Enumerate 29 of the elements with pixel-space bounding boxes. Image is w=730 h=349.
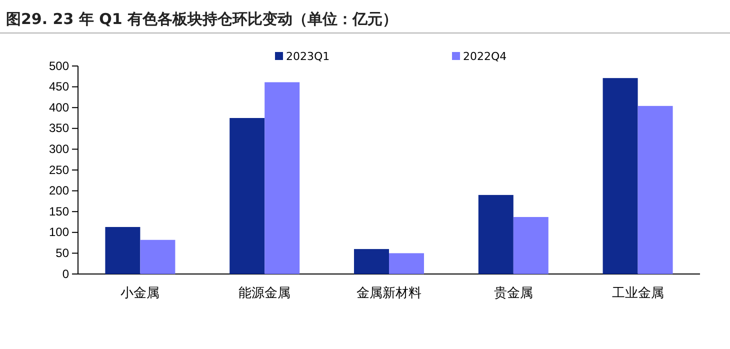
x-tick-label: 贵金属 — [494, 285, 533, 300]
y-tick-label: 50 — [56, 246, 70, 260]
y-tick-label: 450 — [48, 80, 70, 94]
y-tick-label: 100 — [48, 225, 70, 240]
y-tick-label: 300 — [48, 142, 70, 156]
y-tick-label: 150 — [48, 204, 70, 218]
y-tick-label: 350 — [48, 121, 70, 136]
y-tick-label: 400 — [48, 100, 70, 114]
bar — [264, 82, 300, 274]
x-tick-label: 金属新材料 — [356, 285, 422, 300]
bar — [478, 194, 514, 274]
y-tick-label: 200 — [48, 184, 70, 198]
bar — [389, 253, 424, 274]
x-tick-label: 工业金属 — [612, 285, 664, 300]
chart-title: 图29. 23 年 Q1 有色各板块持仓环比变动（单位：亿元） — [6, 10, 398, 28]
legend-label: 2023Q1 — [286, 50, 330, 63]
bar — [513, 217, 548, 274]
bar — [105, 226, 140, 274]
bar — [602, 78, 638, 274]
x-tick-label: 小金属 — [120, 285, 160, 300]
bar — [230, 118, 265, 274]
bar — [354, 249, 389, 274]
bar — [638, 106, 673, 274]
y-tick-label: 250 — [48, 162, 70, 177]
bar — [140, 240, 176, 274]
y-tick-label: 0 — [62, 266, 70, 281]
x-tick-label: 能源金属 — [238, 285, 291, 300]
y-tick-label: 500 — [48, 58, 70, 73]
legend-label: 2022Q4 — [463, 50, 507, 63]
